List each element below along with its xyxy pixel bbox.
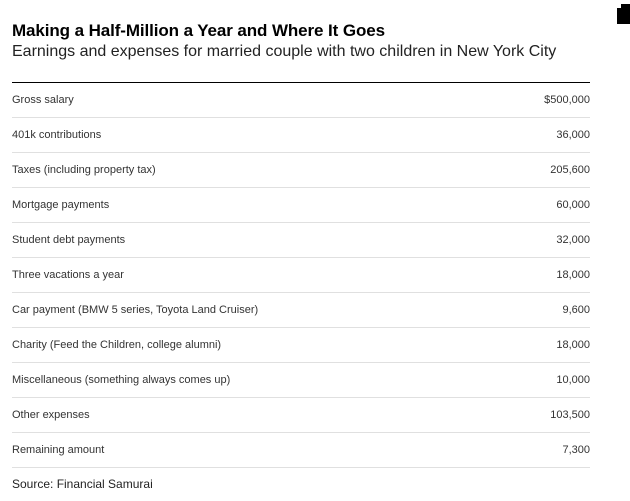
row-value: $500,000 <box>544 94 590 106</box>
row-value: 7,300 <box>562 444 590 456</box>
source-note: Source: Financial Samurai <box>12 477 153 491</box>
row-label: Taxes (including property tax) <box>12 164 156 176</box>
table-row: Mortgage payments 60,000 <box>12 188 590 223</box>
row-label: Gross salary <box>12 94 74 106</box>
row-value: 36,000 <box>556 129 590 141</box>
row-label: Car payment (BMW 5 series, Toyota Land C… <box>12 304 259 316</box>
data-table: Gross salary $500,000 401k contributions 36… <box>12 82 590 468</box>
table-row: Taxes (including property tax) 205,600 <box>12 153 590 188</box>
chart-subtitle: Earnings and expenses for married couple… <box>12 43 557 60</box>
logo-icon <box>617 4 630 24</box>
table-row: Student debt payments 32,000 <box>12 223 590 258</box>
row-value: 103,500 <box>550 409 590 421</box>
table-row: Charity (Feed the Children, college alum… <box>12 328 590 363</box>
row-label: Student debt payments <box>12 234 126 246</box>
table-row: Three vacations a year 18,000 <box>12 258 590 293</box>
row-value: 60,000 <box>556 199 590 211</box>
chart-title: Making a Half-Million a Year and Where I… <box>12 21 385 40</box>
table-row: 401k contributions 36,000 <box>12 118 590 153</box>
row-label: Three vacations a year <box>12 269 124 281</box>
row-label: Miscellaneous (something always comes up… <box>12 374 231 386</box>
row-value: 10,000 <box>556 374 590 386</box>
row-label: 401k contributions <box>12 129 102 141</box>
row-label: Mortgage payments <box>12 199 110 211</box>
row-label: Remaining amount <box>12 444 105 456</box>
row-value: 205,600 <box>550 164 590 176</box>
row-value: 9,600 <box>562 304 590 316</box>
row-label: Charity (Feed the Children, college alum… <box>12 339 222 351</box>
row-label: Other expenses <box>12 409 90 421</box>
table-row: Miscellaneous (something always comes up… <box>12 363 590 398</box>
table-row: Gross salary $500,000 <box>12 83 590 118</box>
row-value: 18,000 <box>556 269 590 281</box>
row-value: 32,000 <box>556 234 590 246</box>
table-row: Car payment (BMW 5 series, Toyota Land C… <box>12 293 590 328</box>
table-row: Other expenses 103,500 <box>12 398 590 433</box>
table-row: Remaining amount 7,300 <box>12 433 590 468</box>
row-value: 18,000 <box>556 339 590 351</box>
